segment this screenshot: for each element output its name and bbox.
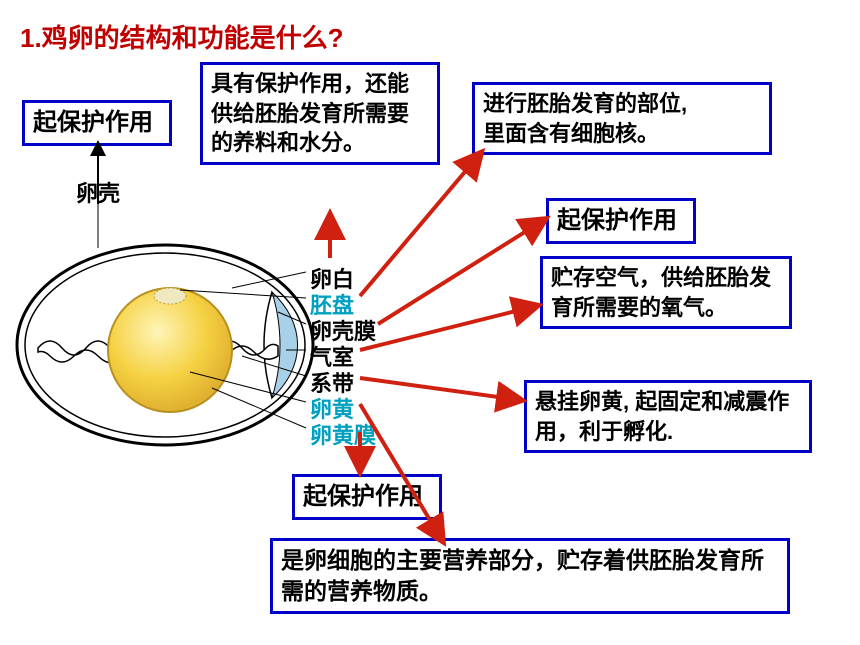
label-shell: 卵壳	[76, 176, 120, 208]
label-yolkmem: 卵黄膜	[310, 418, 376, 450]
page-title: 1.鸡卵的结构和功能是什么?	[20, 18, 344, 55]
egg-diagram	[10, 230, 320, 460]
box-aircell-function: 贮存空气，供给胚胎发育所需要的氧气。	[540, 256, 792, 329]
box-shell-function: 起保护作用	[22, 100, 172, 146]
box-disc-function: 进行胚胎发育的部位, 里面含有细胞核。	[472, 82, 772, 155]
box-chalaza-function: 悬挂卵黄, 起固定和减震作用，利于孵化.	[524, 380, 812, 453]
box-albumen-function: 具有保护作用，还能供给胚胎发育所需要的养料和水分。	[200, 62, 440, 165]
egg-germinal-disc	[154, 288, 186, 304]
egg-yolk	[108, 288, 232, 412]
box-yolk-function: 是卵细胞的主要营养部分，贮存着供胚胎发育所需的营养物质。	[270, 538, 790, 614]
box-yolkmem-function: 起保护作用	[292, 474, 442, 520]
box-shellmem-function: 起保护作用	[546, 198, 696, 244]
